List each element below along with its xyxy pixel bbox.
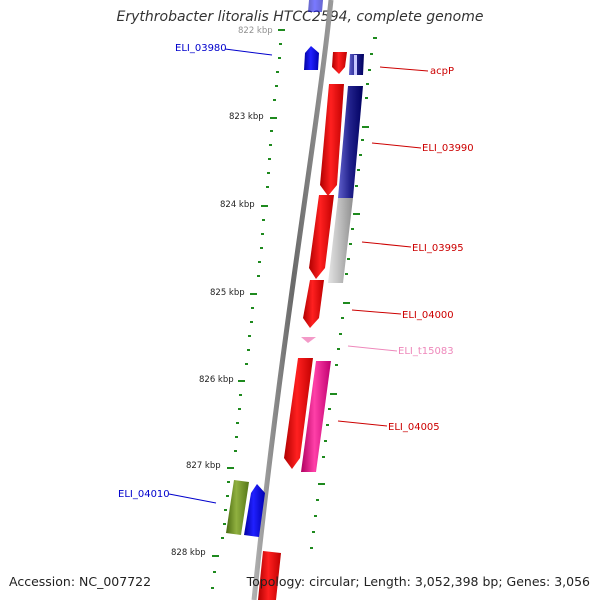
gene-feature-04010-pair[interactable] bbox=[226, 480, 249, 535]
genome-backbone bbox=[251, 0, 334, 600]
gene-feature-partial-bottom[interactable] bbox=[258, 551, 281, 600]
gene-label-ELI_04000[interactable]: ELI_04000 bbox=[402, 310, 454, 321]
gene-label-ELI_04010[interactable]: ELI_04010 bbox=[118, 489, 170, 500]
inner-tick-ring bbox=[211, 29, 285, 589]
gene-arrow-up-icon[interactable] bbox=[244, 484, 265, 537]
scale-label-824: 824 kbp bbox=[220, 200, 255, 210]
gene-feature-03995-pair[interactable] bbox=[328, 198, 353, 283]
scale-label-823: 823 kbp bbox=[229, 112, 264, 122]
gene-label-ELI_03995[interactable]: ELI_03995 bbox=[412, 243, 464, 254]
outer-tick-ring bbox=[310, 37, 377, 549]
gene-arrow-down-icon[interactable] bbox=[332, 52, 347, 74]
gene-labels: ELI_03980 acpP ELI_03990 ELI_03995 ELI_0… bbox=[118, 43, 474, 500]
gene-arrow-down-icon[interactable] bbox=[284, 358, 313, 469]
gene-arrow-down-icon[interactable] bbox=[309, 195, 334, 279]
gene-label-acpP[interactable]: acpP bbox=[430, 66, 454, 77]
gene-arrow-up-icon[interactable] bbox=[304, 46, 319, 70]
map-title: Erythrobacter litoralis HTCC2594, comple… bbox=[116, 9, 484, 25]
trna-arrow-icon[interactable] bbox=[301, 337, 316, 343]
topology-text: Topology: circular; Length: 3,052,398 bp… bbox=[246, 574, 590, 589]
gene-label-ELI_03990[interactable]: ELI_03990 bbox=[422, 143, 474, 154]
scale-label-822: 822 kbp bbox=[238, 26, 273, 36]
gene-label-ELI_t15083[interactable]: ELI_t15083 bbox=[398, 346, 454, 357]
accession-text: Accession: NC_007722 bbox=[9, 574, 152, 589]
gene-feature-03990-pair[interactable] bbox=[338, 86, 363, 198]
gene-arrow-down-icon[interactable] bbox=[320, 84, 344, 196]
gene-feature-04005-pair[interactable] bbox=[301, 361, 331, 472]
scale-label-826: 826 kbp bbox=[199, 375, 234, 385]
gene-feature-partial-top[interactable] bbox=[308, 0, 323, 12]
gene-feature-acpP-highlight bbox=[354, 55, 357, 75]
scale-labels: 822 kbp 823 kbp 824 kbp 825 kbp 826 kbp … bbox=[171, 26, 273, 558]
scale-label-827: 827 kbp bbox=[186, 461, 221, 471]
label-leaders bbox=[168, 48, 429, 504]
scale-label-825: 825 kbp bbox=[210, 288, 245, 298]
gene-arrow-down-icon[interactable] bbox=[303, 280, 324, 328]
gene-label-ELI_03980[interactable]: ELI_03980 bbox=[175, 43, 227, 54]
gene-label-ELI_04005[interactable]: ELI_04005 bbox=[388, 422, 440, 433]
scale-label-828: 828 kbp bbox=[171, 548, 206, 558]
